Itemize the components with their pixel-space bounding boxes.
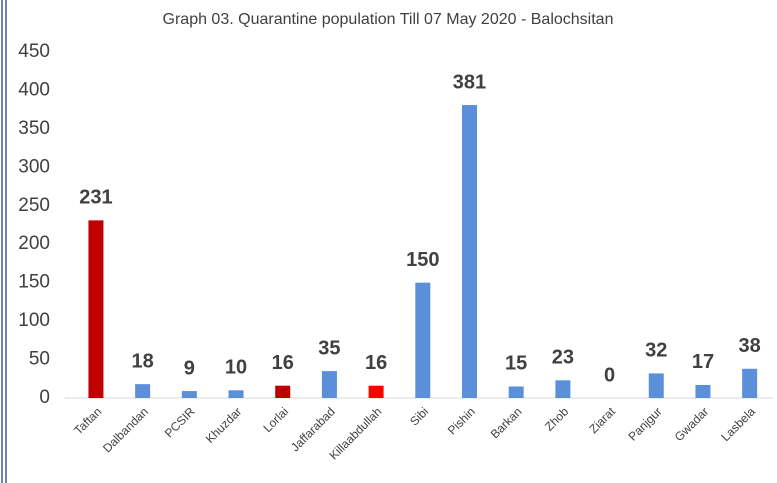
y-tick-label: 100 (18, 310, 50, 331)
data-label: 16 (365, 352, 387, 374)
x-tick-label: Pishin (445, 404, 478, 437)
x-tick-label: Ziarat (586, 404, 618, 436)
data-label: 381 (453, 71, 486, 93)
bar (508, 386, 524, 398)
data-label: 16 (272, 352, 294, 374)
data-label: 18 (132, 350, 154, 372)
bar (135, 384, 151, 398)
bar (228, 390, 244, 398)
x-tick-label: Jaffarabad (288, 404, 338, 454)
data-label: 0 (604, 364, 615, 386)
y-tick-label: 50 (29, 349, 50, 370)
data-label: 15 (505, 353, 527, 375)
bar (461, 105, 477, 398)
bar (742, 368, 758, 398)
x-tick-label: Dalbandan (100, 404, 151, 455)
bar (368, 385, 384, 398)
data-label: 10 (225, 357, 247, 379)
x-tick-label: Khuzdar (203, 404, 245, 446)
x-tick-label: Barkan (488, 404, 525, 441)
x-tick-label: Lorlai (260, 404, 291, 435)
data-label: 23 (552, 347, 574, 369)
x-tick-label: PCSIR (162, 404, 198, 440)
bar (275, 385, 291, 398)
y-tick-label: 300 (18, 156, 50, 177)
bar (321, 371, 337, 398)
x-tick-label: Gwadar (672, 404, 712, 444)
bar (181, 391, 197, 398)
data-label: 17 (692, 351, 714, 373)
bar (415, 282, 431, 398)
y-tick-label: 350 (18, 118, 50, 139)
bar (648, 373, 664, 398)
data-label: 38 (739, 335, 761, 357)
x-tick-label: Lasbela (718, 404, 758, 444)
x-tick-label: Sibi (407, 404, 431, 428)
x-tick-label: Zhob (542, 404, 571, 433)
x-tick-label: Panjgur (625, 404, 664, 443)
data-label: 35 (318, 337, 340, 359)
y-tick-label: 0 (39, 387, 50, 408)
y-tick-label: 250 (18, 195, 50, 216)
y-tick-label: 400 (18, 79, 50, 100)
x-tick-label: Taftan (71, 404, 104, 437)
data-label: 9 (184, 357, 195, 379)
bar (88, 220, 104, 398)
y-tick-label: 150 (18, 272, 50, 293)
data-label: 150 (406, 249, 439, 271)
bar (555, 380, 571, 398)
y-tick-label: 200 (18, 233, 50, 254)
data-label: 231 (79, 187, 112, 209)
y-tick-label: 450 (18, 41, 50, 62)
bar (695, 384, 711, 398)
data-label: 32 (645, 340, 667, 362)
chart-title: Graph 03. Quarantine population Till 07 … (163, 11, 614, 28)
